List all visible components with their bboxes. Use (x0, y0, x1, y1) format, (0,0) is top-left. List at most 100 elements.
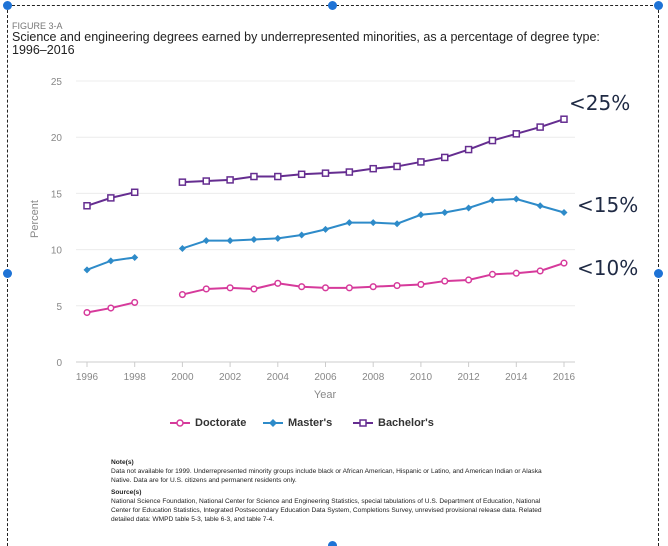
legend-item-masters[interactable]: Master's (263, 417, 332, 429)
annotation-doctorate: <10% (577, 256, 638, 280)
resize-handle-middle-left[interactable] (3, 269, 12, 278)
x-tick-label: 1996 (76, 372, 99, 383)
data-point (226, 176, 234, 184)
data-point (512, 130, 521, 138)
data-point (441, 209, 449, 217)
y-axis-label: Percent (29, 200, 41, 238)
data-point (250, 235, 258, 243)
data-point (369, 283, 377, 291)
data-point (560, 209, 568, 217)
data-point (107, 194, 115, 202)
data-point (560, 115, 568, 123)
data-point (417, 211, 425, 219)
series-line (182, 118, 565, 184)
data-point (202, 177, 210, 185)
figure-label: FIGURE 3-A (12, 21, 63, 31)
resize-handle-top-left[interactable] (3, 1, 12, 10)
circle-marker-icon (170, 419, 190, 427)
data-point (274, 172, 282, 181)
x-tick-label: 1998 (124, 372, 147, 383)
data-point (298, 283, 306, 291)
data-point (226, 237, 234, 245)
data-point (512, 269, 520, 277)
data-point (465, 204, 473, 212)
legend-label: Master's (288, 417, 333, 429)
data-point (274, 234, 282, 242)
series-doctorate (83, 259, 568, 317)
data-point (321, 169, 330, 177)
data-point (417, 280, 425, 288)
x-axis-label: Year (314, 389, 337, 401)
data-point (465, 276, 473, 284)
data-point (131, 253, 139, 261)
y-tick-label: 5 (56, 302, 62, 313)
x-tick-label: 2010 (410, 372, 433, 383)
data-point (393, 282, 401, 290)
data-point (345, 284, 353, 292)
data-point (297, 170, 306, 179)
data-point (250, 285, 258, 293)
data-point (536, 267, 544, 275)
annotation-masters: <15% (577, 193, 638, 217)
data-point (226, 284, 234, 292)
resize-handle-bottom-center[interactable] (328, 541, 337, 546)
x-tick-label: 2006 (314, 372, 337, 383)
data-point (488, 270, 497, 278)
data-point (130, 188, 139, 197)
x-tick-label: 2012 (457, 372, 480, 383)
legend-label: Doctorate (195, 417, 247, 429)
data-point (178, 178, 187, 186)
data-point (488, 196, 496, 204)
data-point (322, 225, 329, 233)
chart-title: Science and engineering degrees earned b… (12, 30, 600, 57)
y-tick-label: 0 (56, 358, 62, 369)
data-point (536, 202, 544, 210)
annotation-bachelors: <25% (569, 91, 630, 115)
data-point (345, 219, 353, 227)
data-point (560, 259, 568, 267)
data-point (83, 202, 91, 210)
resize-handle-top-center[interactable] (328, 1, 337, 10)
data-point (298, 231, 306, 239)
data-point (393, 162, 401, 171)
y-tick-label: 10 (51, 246, 63, 257)
data-point (369, 219, 377, 227)
source-text: National Science Foundation, National Ce… (111, 498, 542, 523)
data-point (345, 168, 354, 176)
data-point (202, 237, 210, 245)
square-marker-icon (353, 419, 373, 427)
data-point (83, 308, 91, 317)
series-bachelors (83, 115, 568, 210)
data-point (131, 298, 139, 306)
data-point (512, 195, 520, 203)
data-point (464, 145, 473, 154)
y-tick-label: 15 (51, 189, 63, 200)
legend-item-bachelors[interactable]: Bachelor's (353, 417, 434, 429)
legend-item-doctorate[interactable]: Doctorate (170, 417, 246, 429)
x-tick-label: 2016 (553, 372, 576, 383)
data-point (202, 285, 210, 293)
diamond-marker-icon (263, 419, 283, 427)
y-tick-label: 20 (51, 133, 63, 144)
data-point (321, 284, 330, 292)
data-point (441, 153, 449, 162)
source-heading: Source(s) (111, 489, 142, 496)
data-point (393, 220, 401, 228)
data-point (250, 172, 258, 181)
data-point (107, 304, 115, 312)
note-heading: Note(s) (111, 459, 134, 466)
resize-handle-middle-right[interactable] (654, 269, 663, 278)
data-point (107, 257, 115, 265)
x-tick-label: 2008 (362, 372, 385, 383)
x-tick-label: 2002 (219, 372, 242, 383)
series-masters (83, 195, 568, 274)
data-point (83, 266, 91, 274)
resize-handle-top-right[interactable] (654, 1, 663, 10)
legend-label: Bachelor's (378, 417, 434, 429)
notes-section: Note(s) Data not available for 1999. Und… (111, 455, 561, 524)
data-point (369, 164, 377, 173)
data-point (178, 244, 186, 252)
y-tick-label: 25 (51, 77, 63, 88)
